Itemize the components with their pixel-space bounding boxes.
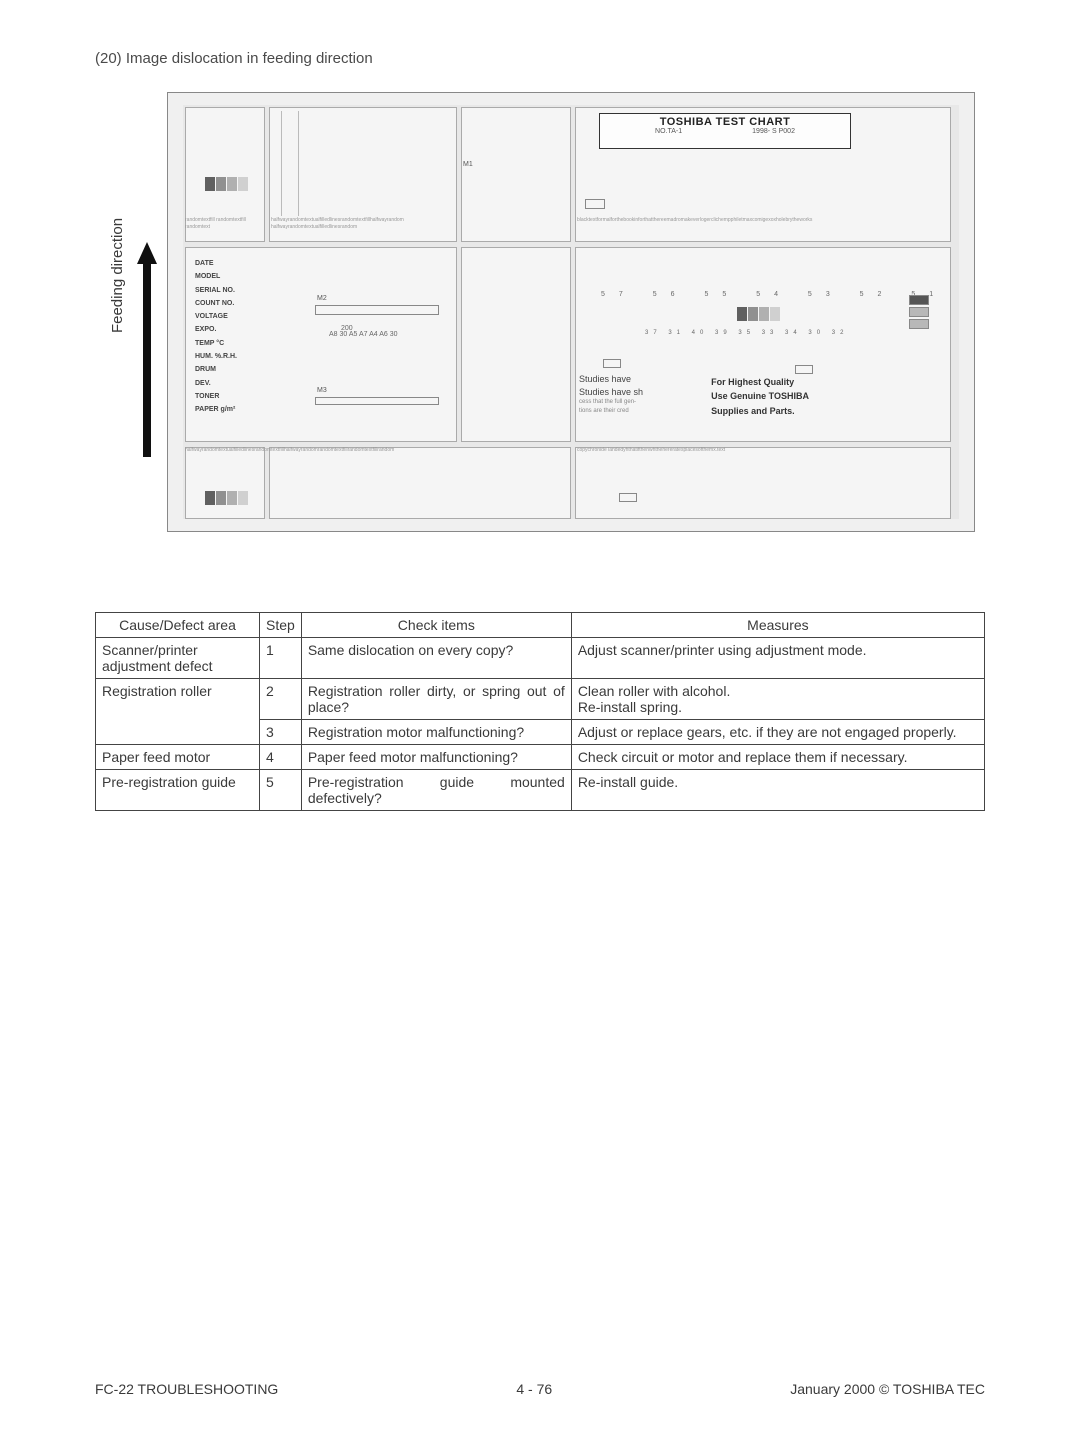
cell-cause: Scanner/printer adjustment defect	[96, 638, 260, 679]
m3-label: M3	[317, 387, 327, 394]
footer-right: January 2000 © TOSHIBA TEC	[790, 1381, 985, 1397]
test-chart-image: TOSHIBA TEST CHART NO.TA-1 1998- S P002 D…	[167, 92, 975, 532]
chart-title-box: TOSHIBA TEST CHART NO.TA-1 1998- S P002	[599, 113, 851, 149]
table-row: Scanner/printer adjustment defect 1 Same…	[96, 638, 985, 679]
quality-text: For Highest Quality Use Genuine TOSHIBA …	[711, 375, 809, 418]
cell-check: Pre-registration guide mounted defective…	[301, 770, 571, 811]
cell-check: Paper feed motor malfunctioning?	[301, 745, 571, 770]
col-step-header: Step	[260, 613, 302, 638]
col-measures-header: Measures	[571, 613, 984, 638]
cell-cause: Registration roller	[96, 679, 260, 745]
cell-step: 3	[260, 720, 302, 745]
cell-check: Registration roller dirty, or spring out…	[301, 679, 571, 720]
col-cause-header: Cause/Defect area	[96, 613, 260, 638]
page-footer: FC-22 TROUBLESHOOTING 4 - 76 January 200…	[95, 1381, 985, 1397]
arrow-up-icon	[135, 242, 159, 462]
cell-step: 5	[260, 770, 302, 811]
tick-numbers: 37 31 40 39 35 33 34 30 32	[645, 330, 848, 336]
num-seq: A8 30 A5 A7 A4 A6 30	[329, 331, 398, 338]
cell-measures: Adjust scanner/printer using adjustment …	[571, 638, 984, 679]
chart-sub-right: 1998- S P002	[752, 128, 795, 135]
cell-check: Same dislocation on every copy?	[301, 638, 571, 679]
scale-numbers: 57 56 55 54 53 52 51	[601, 291, 947, 298]
cell-step: 4	[260, 745, 302, 770]
cell-measures: Check circuit or motor and replace them …	[571, 745, 984, 770]
footer-left: FC-22 TROUBLESHOOTING	[95, 1381, 278, 1397]
footer-center: 4 - 76	[516, 1381, 552, 1397]
cell-measures: Clean roller with alcohol.Re-install spr…	[571, 679, 984, 720]
chart-sub-left: NO.TA-1	[655, 128, 682, 135]
table-row: Registration roller 2 Registration rolle…	[96, 679, 985, 720]
chart-title: TOSHIBA TEST CHART	[600, 116, 850, 128]
m2-label: M2	[317, 295, 327, 302]
table-row: Paper feed motor 4 Paper feed motor malf…	[96, 745, 985, 770]
section-title: (20) Image dislocation in feeding direct…	[95, 50, 985, 67]
feeding-direction-label: Feeding direction	[109, 218, 126, 333]
test-chart-diagram: Feeding direction TOSHIBA TEST CHART NO.…	[95, 92, 985, 552]
troubleshoot-table: Cause/Defect area Step Check items Measu…	[95, 612, 985, 811]
cell-check: Registration motor malfunctioning?	[301, 720, 571, 745]
density-blocks	[909, 295, 931, 331]
col-check-header: Check items	[301, 613, 571, 638]
cell-step: 2	[260, 679, 302, 720]
printer-info-labels: DATEMODELSERIAL NO. COUNT NO.VOLTAGEEXPO…	[195, 257, 237, 417]
table-row: Pre-registration guide 5 Pre-registratio…	[96, 770, 985, 811]
cell-cause: Pre-registration guide	[96, 770, 260, 811]
studies-text: Studies have Studies have sh cess that t…	[579, 373, 643, 415]
cell-step: 1	[260, 638, 302, 679]
m1-label: M1	[463, 161, 473, 168]
cell-measures: Adjust or replace gears, etc. if they ar…	[571, 720, 984, 745]
table-header-row: Cause/Defect area Step Check items Measu…	[96, 613, 985, 638]
cell-cause: Paper feed motor	[96, 745, 260, 770]
cell-measures: Re-install guide.	[571, 770, 984, 811]
